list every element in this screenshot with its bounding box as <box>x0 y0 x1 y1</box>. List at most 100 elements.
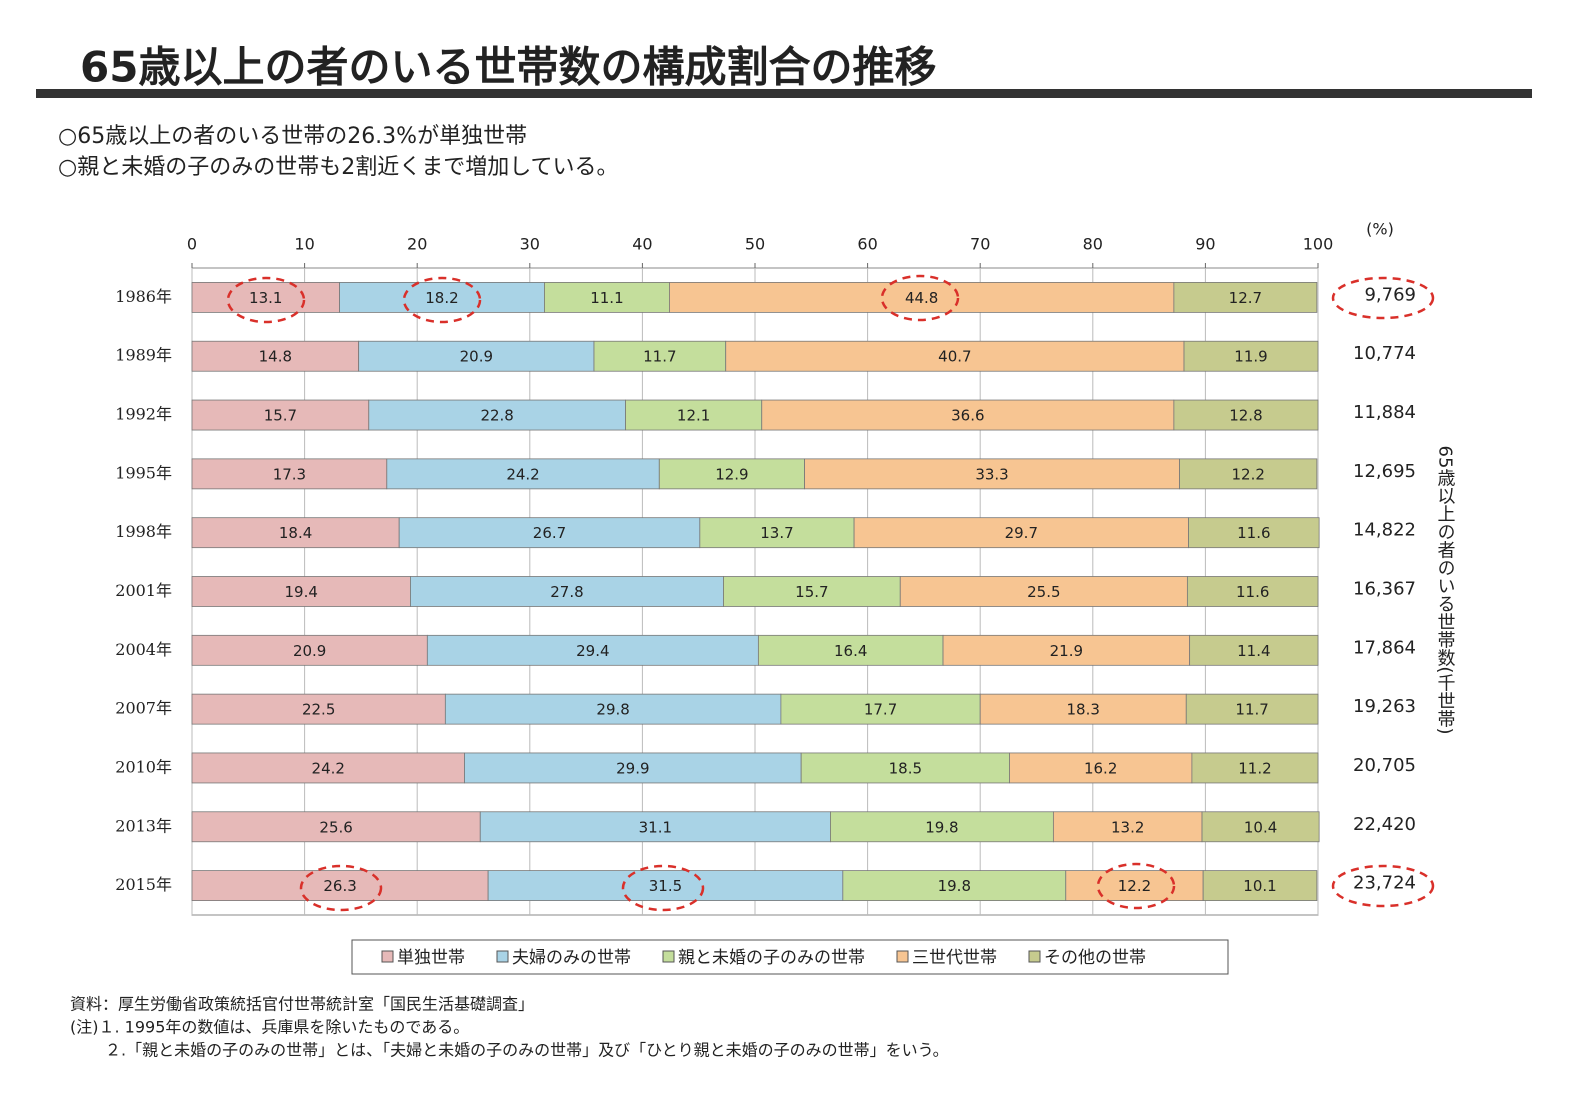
value-label: 11.7 <box>1235 701 1268 719</box>
households-value: 10,774 <box>1353 343 1416 364</box>
value-label: 36.6 <box>951 407 984 425</box>
highlights <box>226 274 1435 912</box>
bar-segment <box>1183 340 1319 372</box>
bar-segment <box>1052 811 1203 843</box>
bar-segment <box>625 399 763 431</box>
value-label: 27.8 <box>550 583 583 601</box>
bar-segment <box>942 634 1191 666</box>
value-label: 11.9 <box>1234 348 1267 366</box>
value-label: 22.8 <box>480 407 513 425</box>
x-tick-label: 20 <box>407 235 427 254</box>
value-label: 44.8 <box>905 289 938 307</box>
bar-segment <box>830 811 1054 843</box>
households-value: 12,695 <box>1353 461 1416 482</box>
value-label: 12.7 <box>1229 289 1262 307</box>
bar-segment <box>410 576 724 607</box>
value-label: 31.5 <box>649 877 682 895</box>
highlight <box>402 276 482 324</box>
note: ２.「親と未婚の子のみの世帯」とは、「夫婦と未婚の子のみの世帯」及び「ひとり親と… <box>105 1041 949 1060</box>
bar-segment <box>191 870 489 901</box>
value-label: 20.9 <box>293 642 326 660</box>
y-tick-label: 1986年 <box>115 287 172 306</box>
bar-segment <box>464 752 802 784</box>
value-label: 29.7 <box>1005 524 1038 542</box>
bar-segment <box>191 399 370 431</box>
legend-label: 親と未婚の子のみの世帯 <box>678 948 865 968</box>
bar-segment <box>368 399 626 431</box>
households-value: 20,705 <box>1353 755 1416 776</box>
value-label: 25.5 <box>1027 583 1060 601</box>
bar-segment <box>1189 634 1319 666</box>
y-tick-label: 1995年 <box>115 463 172 482</box>
value-label: 11.6 <box>1237 524 1270 542</box>
bar-segment <box>699 517 855 549</box>
households-value: 14,822 <box>1353 520 1416 541</box>
x-tick-label: 70 <box>970 235 990 254</box>
legend-swatch <box>496 950 509 963</box>
bar-segment <box>1009 752 1193 784</box>
value-label: 29.4 <box>576 642 609 660</box>
value-label: 18.2 <box>425 289 458 307</box>
value-label: 29.8 <box>596 701 629 719</box>
bar-segment <box>842 870 1067 901</box>
bar-segment <box>398 517 701 549</box>
bar-segment <box>853 517 1189 549</box>
x-tick-label: 10 <box>294 235 314 254</box>
households-value: 19,263 <box>1353 696 1416 717</box>
bar-segment <box>1202 870 1318 901</box>
value-label: 16.2 <box>1084 759 1117 777</box>
bar-segment <box>1186 576 1319 607</box>
bar-segment <box>1179 458 1318 490</box>
value-label: 26.7 <box>533 524 566 542</box>
highlight <box>1096 862 1176 910</box>
bar-segment <box>804 458 1180 490</box>
title-rule <box>36 89 1532 98</box>
value-label: 12.9 <box>715 465 748 483</box>
x-tick-label: 30 <box>520 235 540 254</box>
value-label: 13.2 <box>1111 818 1144 836</box>
bar-segment <box>544 282 670 313</box>
bar-segment <box>426 634 759 666</box>
value-label: 12.1 <box>677 407 710 425</box>
y-tick-label: 2015年 <box>115 875 172 894</box>
bar-segment <box>191 811 481 843</box>
x-tick-label: 40 <box>632 235 652 254</box>
value-label: 20.9 <box>460 348 493 366</box>
legend-swatch <box>896 950 909 963</box>
value-label: 11.2 <box>1238 759 1271 777</box>
value-label: 17.7 <box>864 701 897 719</box>
legend-label: 夫婦のみの世帯 <box>512 948 631 968</box>
value-label: 10.1 <box>1243 877 1276 895</box>
value-label: 15.7 <box>795 583 828 601</box>
bar-segment <box>191 634 428 666</box>
value-label: 13.1 <box>249 289 282 307</box>
value-label: 15.7 <box>264 407 297 425</box>
x-tick-label: 50 <box>745 235 765 254</box>
bar-segment <box>1185 693 1319 725</box>
value-label: 29.9 <box>616 759 649 777</box>
bar-segment <box>1201 811 1320 843</box>
highlight <box>299 864 383 912</box>
households-value: 11,884 <box>1353 402 1416 423</box>
value-label: 11.4 <box>1237 642 1270 660</box>
value-label: 40.7 <box>938 348 971 366</box>
y-tick-label: 2004年 <box>115 640 172 659</box>
value-label: 11.6 <box>1236 583 1269 601</box>
x-tick-label: 60 <box>857 235 877 254</box>
bar-segment <box>191 340 360 372</box>
value-label: 12.8 <box>1229 407 1262 425</box>
x-tick-label: 100 <box>1303 235 1334 254</box>
highlight <box>1331 276 1435 320</box>
note: 資料：厚生労働省政策統括官付世帯統計室「国民生活基礎調査」 <box>70 995 534 1014</box>
legend-swatch <box>1028 950 1041 963</box>
legend-label: 三世代世帯 <box>912 948 997 968</box>
bar-segment <box>899 576 1188 607</box>
bar-segment <box>191 693 446 725</box>
bar-segment <box>191 517 400 549</box>
legend-swatch <box>662 950 675 963</box>
value-label: 22.5 <box>302 701 335 719</box>
bar-segment <box>487 870 844 901</box>
value-label: 18.5 <box>889 759 922 777</box>
value-label: 11.7 <box>643 348 676 366</box>
bar-segment <box>780 693 981 725</box>
